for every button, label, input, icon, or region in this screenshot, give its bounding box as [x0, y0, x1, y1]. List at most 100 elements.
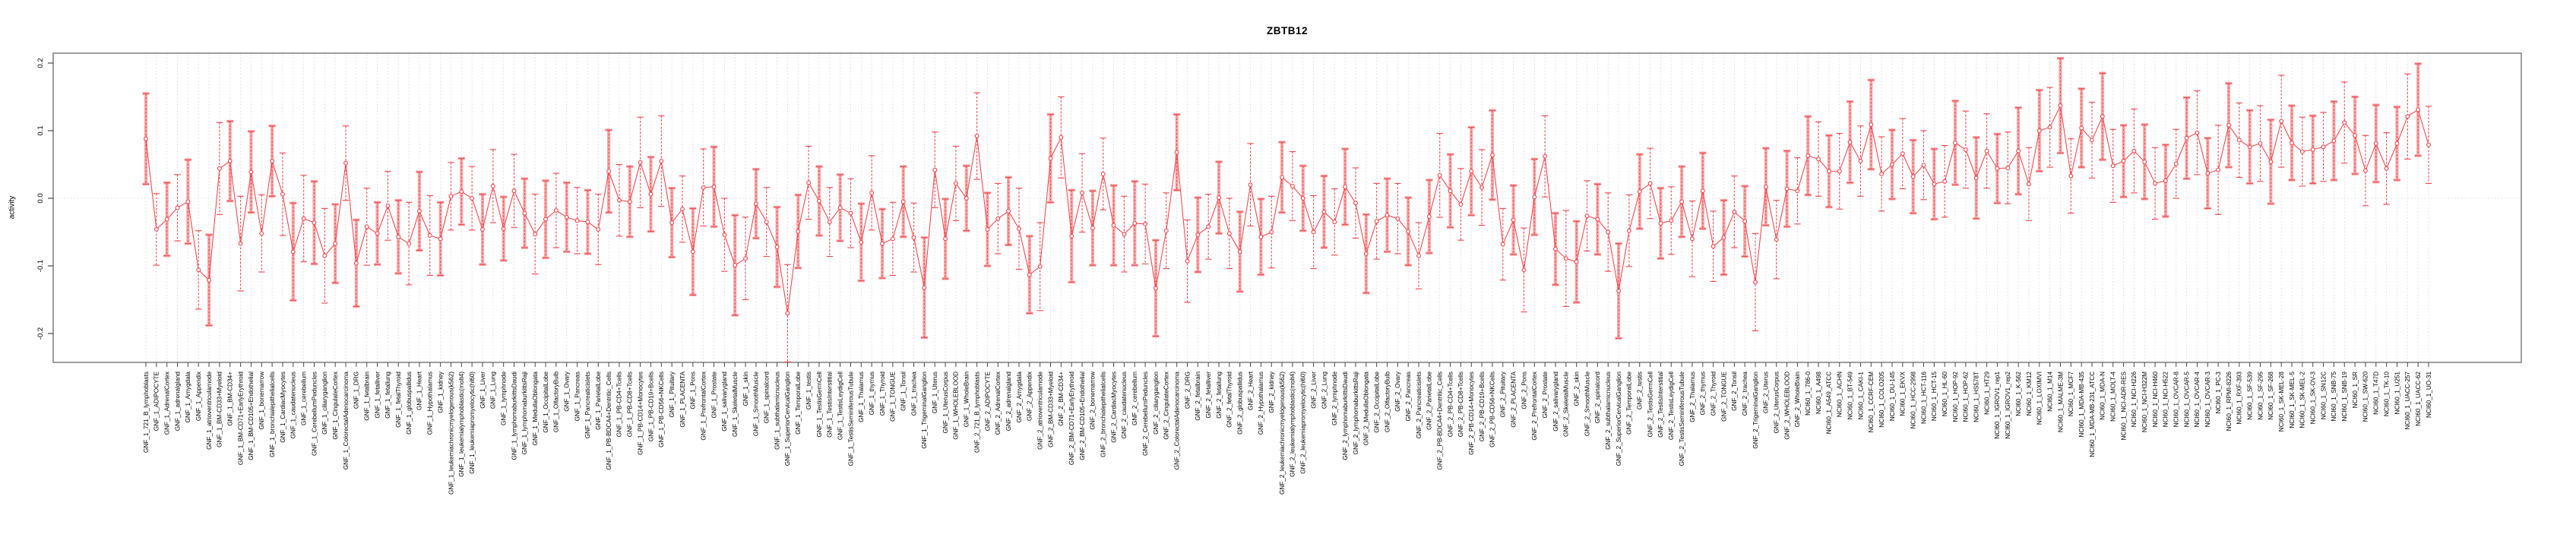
data-point-marker: [722, 232, 727, 238]
x-category-label: GNF_2_Thalamus: [1689, 372, 1696, 422]
data-point-marker: [1300, 196, 1305, 201]
x-category-label: GNF_2_CerebellumPeduncles: [1142, 372, 1149, 456]
data-point-marker: [290, 249, 296, 255]
x-category-label: GNF_1_PB-CD14+Monocytes: [637, 372, 644, 455]
x-category-label: GNF_1_adrenalgland: [174, 372, 181, 432]
data-point-marker: [2047, 125, 2052, 130]
x-category-label: GNF_1_CerebellumPeduncles: [311, 372, 318, 456]
data-point-marker: [1984, 148, 1989, 153]
y-tick-label: 0.2: [36, 58, 45, 68]
x-category-label: GNF_2_adrenalgland: [1005, 372, 1012, 432]
data-point-marker: [175, 205, 180, 210]
data-point-marker: [890, 236, 895, 242]
x-category-label: NCI60_1_SN12C: [2320, 372, 2327, 419]
x-category-label: NCI60_1_U251: [2394, 372, 2400, 415]
data-point-marker: [616, 198, 622, 203]
x-category-label: GNF_1_TestisInterstitial: [827, 372, 834, 438]
data-point-marker: [2384, 166, 2389, 171]
x-category-label: NCI60_1_MDA-MB-231_ATCC: [2089, 372, 2096, 457]
data-point-marker: [1426, 214, 1432, 219]
x-category-label: NCI60_1_NCI-ADR-RES: [2120, 371, 2127, 440]
data-point-marker: [1332, 220, 1337, 225]
x-category-label: GNF_2_BM-CD105+Endothelial: [1079, 372, 1086, 460]
x-category-label: NCI60_1_TK-10: [2383, 372, 2390, 417]
data-point-marker: [1837, 169, 1842, 174]
x-category-label: NCI60_1_K-562: [2015, 372, 2022, 416]
data-point-marker: [2173, 161, 2179, 166]
data-point-marker: [185, 199, 191, 204]
x-category-label: GNF_2_TrigeminalGanglion: [1752, 372, 1759, 449]
data-point-marker: [648, 191, 653, 197]
x-category-label: GNF_1_BM-CD33+Myeloid: [217, 372, 223, 447]
x-category-label: NCI60_1_LOXIMVI: [2036, 372, 2043, 425]
x-category-label: GNF_1_kidney: [437, 371, 444, 413]
data-point-marker: [1143, 221, 1148, 226]
x-category-label: NCI60_1_UO-31: [2426, 372, 2432, 418]
x-category-label: NCI60_1_HOP-92: [1952, 372, 1959, 422]
x-category-label: GNF_1_ParietalLobe: [595, 372, 602, 430]
data-point-marker: [1258, 234, 1264, 239]
x-category-label: GNF_1_spinalcord: [764, 372, 771, 424]
data-point-marker: [1363, 251, 1369, 256]
x-category-label: GNF_2_lymphnode: [1331, 372, 1338, 425]
data-point-marker: [2027, 182, 2031, 187]
data-point-marker: [511, 188, 517, 194]
data-point-marker: [2058, 103, 2063, 109]
data-point-marker: [1847, 140, 1853, 145]
data-point-marker: [1973, 175, 1979, 181]
data-point-marker: [438, 236, 443, 242]
x-category-label: GNF_1_bonemarrow: [258, 372, 265, 430]
x-category-label: GNF_1_Appendix: [195, 372, 202, 421]
x-category-label: GNF_2_BM-CD71+EarlyErythroid: [1068, 372, 1075, 466]
data-point-marker: [1343, 184, 1348, 189]
x-category-label: NCI60_1_RPMI-8226: [2226, 372, 2233, 432]
data-point-marker: [2290, 141, 2294, 145]
x-category-label: GNF_2_SmoothMuscle: [1584, 372, 1590, 437]
x-category-label: GNF_1_Thyroid: [879, 372, 886, 416]
x-category-label: NCI60_1_SW-620: [2362, 372, 2369, 422]
data-point-marker: [1017, 226, 1021, 231]
data-point-marker: [322, 253, 328, 258]
x-category-label: GNF_1_Liver: [479, 372, 486, 409]
data-point-marker: [459, 189, 464, 194]
x-category-label: GNF_1_WHOLEBLOOD: [953, 372, 960, 440]
x-category-label: GNF_1_Heart: [416, 371, 423, 410]
x-category-label: GNF_2_SuperiorCervicalGanglion: [1616, 372, 1622, 466]
data-point-marker: [1500, 242, 1505, 247]
x-category-label: GNF_2_CardiacMyocytes: [1110, 372, 1117, 443]
x-category-label: GNF_2_SkeletalMuscle: [1563, 372, 1570, 437]
x-category-label: NCI60_1_ACHN: [1837, 372, 1843, 417]
x-category-label: NCI60_1_OVCAR-8: [2173, 372, 2180, 428]
x-category-label: NCI60_1_SK-OV-3: [2310, 372, 2317, 425]
x-category-label: GNF_1_TONGUE: [890, 371, 897, 421]
data-point-marker: [911, 235, 916, 240]
y-tick-label: 0.1: [36, 125, 45, 135]
data-point-marker: [1479, 185, 1485, 190]
x-category-label: GNF_2_BM-CD33+Myeloid: [1047, 372, 1054, 447]
data-point-marker: [1385, 213, 1390, 218]
x-category-label: GNF_2_globuspallidus: [1237, 372, 1244, 435]
data-point-marker: [964, 196, 969, 201]
x-category-label: GNF_2_spinalcord: [1594, 372, 1601, 424]
data-point-marker: [448, 194, 454, 199]
data-point-marker: [1606, 229, 1611, 235]
x-category-label: NCI60_1_NCI-H460: [2152, 372, 2159, 428]
x-category-label: GNF_1_Hypothalamus: [427, 372, 434, 435]
data-point-marker: [1774, 237, 1779, 242]
x-category-label: GNF_1_PB-CD8+Tcells: [627, 372, 634, 437]
data-point-marker: [312, 220, 317, 225]
x-category-label: GNF_2_Pancreaticislets: [1416, 372, 1422, 438]
data-point-marker: [280, 191, 285, 197]
x-category-label: NCI60_1_UACC-62: [2415, 372, 2422, 426]
x-category-label: GNF_2_PB-CD19+Bcells: [1479, 372, 1486, 441]
x-category-label: GNF_1_SuperiorCervicalGanglion: [784, 372, 791, 466]
x-category-label: NCI60_1_SF-539: [2246, 372, 2253, 420]
y-tick-label: 0.0: [36, 193, 45, 203]
data-point-marker: [2416, 107, 2421, 112]
data-point-marker: [364, 224, 369, 229]
data-point-marker: [1185, 258, 1190, 264]
data-point-marker: [1784, 186, 1790, 191]
x-category-label: GNF_1_cerebellum: [300, 372, 307, 425]
data-point-marker: [1248, 182, 1253, 188]
x-category-label: GNF_1_OlfactoryBulb: [553, 372, 560, 433]
